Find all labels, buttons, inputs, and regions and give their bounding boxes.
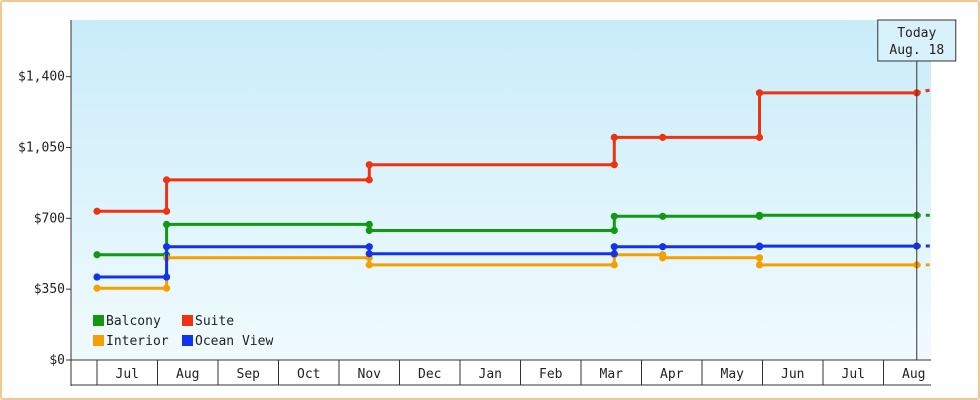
month-label: Sep [237,367,261,382]
month-label: Jul [842,367,865,382]
axes [70,20,931,386]
plot-area [71,20,931,360]
data-point [610,226,618,235]
data-point [755,242,764,250]
y-axis-ticks: $0 $350 $700 $1,050 $1,400 [18,70,71,368]
today-label: Today [897,26,936,41]
month-label: Aug [902,367,925,382]
data-point [93,284,101,292]
legend-label: Suite [195,314,234,329]
legend-label: Ocean View [195,334,273,349]
legend-label: Balcony [106,314,161,329]
data-point [365,243,373,251]
data-point [365,220,373,229]
data-point [162,243,171,251]
month-label: Apr [660,367,684,382]
data-point [659,243,667,251]
data-point [659,254,667,262]
legend: Balcony Suite Interior Ocean View [93,314,273,349]
data-point [162,207,171,215]
month-label: May [721,367,745,382]
data-point [365,250,373,258]
today-marker: Today Aug. 18 [877,19,957,360]
data-point [162,220,171,229]
month-label: Jul [116,367,139,382]
data-point [93,273,101,281]
today-date: Aug. 18 [889,43,944,58]
y-tick-label: $700 [34,211,65,226]
data-point [659,212,667,220]
legend-swatch [182,335,193,346]
y-tick-label: $1,400 [18,70,65,85]
data-point [755,89,764,97]
data-point [610,243,618,251]
data-point [365,161,373,169]
y-tick-label: $350 [34,282,65,297]
legend-label: Interior [106,334,169,349]
data-point [755,211,764,219]
data-point [610,261,618,269]
data-point [93,251,101,259]
data-point [610,212,618,220]
data-point [755,133,764,141]
data-point [755,261,764,269]
month-label: Nov [358,367,382,382]
month-label: Aug [176,367,199,382]
data-point [610,133,618,141]
data-point [610,161,618,169]
data-point [755,254,764,262]
x-axis-months: Jul Aug Sep Oct Nov Dec Jan Feb Mar Apr May Jun Jul A… [96,360,925,385]
data-point [162,284,171,292]
data-point [365,226,373,235]
data-point [659,133,667,141]
legend-swatch [93,335,104,346]
month-label: Oct [297,367,320,382]
legend-swatch [182,315,193,326]
month-label: Dec [418,367,441,382]
data-point [93,207,101,215]
data-point [365,261,373,269]
data-point [162,273,171,281]
data-point [162,176,171,184]
series-lines [93,88,932,292]
legend-swatch [93,315,104,326]
y-tick-label: $1,050 [18,141,65,156]
month-label: Jan [479,367,502,382]
y-tick-label: $0 [49,353,65,368]
month-label: Mar [600,367,624,382]
month-label: Jun [781,367,804,382]
data-point [365,176,373,184]
month-label: Feb [539,367,563,382]
today-box [877,19,957,62]
data-point [610,250,618,258]
